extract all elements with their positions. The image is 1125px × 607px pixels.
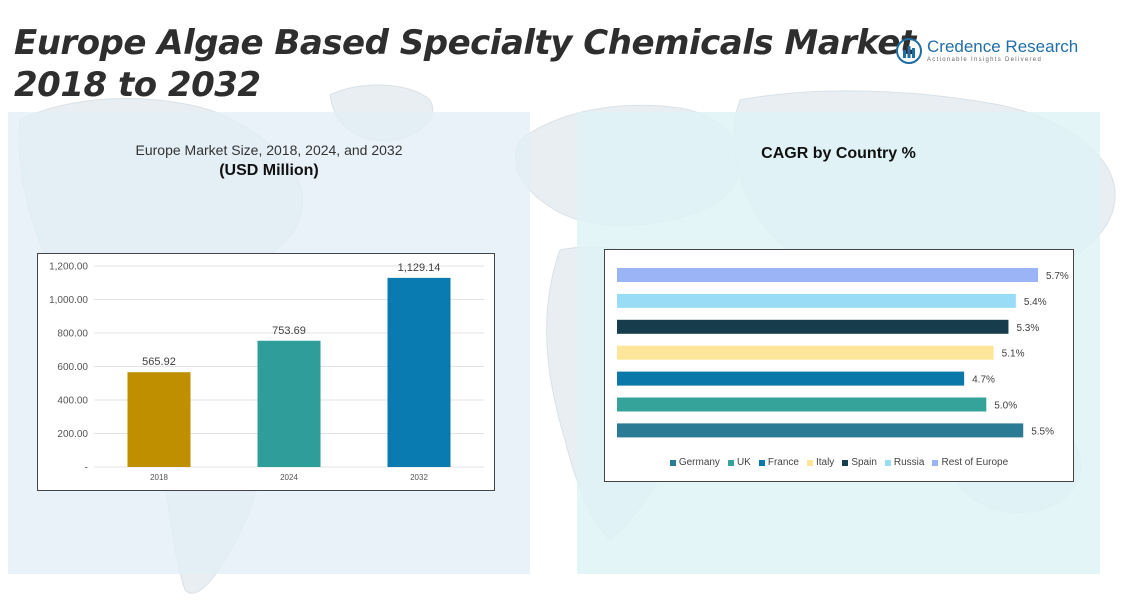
legend-item: Russia — [884, 457, 925, 468]
y-tick-label: 1,200.00 — [49, 262, 88, 273]
legend-swatch — [806, 459, 813, 466]
bar-value-label: 5.4% — [1024, 297, 1047, 308]
bar-2032 — [387, 277, 451, 467]
cagr-chart: 5.7% 5.4% 5.3% 5.1% 4.7% 5.0% 5.5% Germany UK Fr… — [604, 249, 1074, 482]
y-tick-label: 1,000.00 — [49, 295, 88, 306]
bar-uk — [617, 397, 987, 412]
legend-label: Spain — [851, 457, 877, 468]
bar-chart-logo-icon — [896, 38, 922, 64]
legend-swatch — [932, 459, 939, 466]
legend-swatch — [669, 459, 676, 466]
legend-item: Rest of Europe — [932, 457, 1008, 468]
market-size-bar-chart: - 200.00 400.00 600.00 800.00 1,000.00 1,200.0… — [49, 262, 484, 482]
page-title: Europe Algae Based Specialty Chemicals M… — [14, 22, 916, 106]
legend-item: France — [758, 457, 799, 468]
legend-label: UK — [736, 457, 751, 468]
market-size-title: Europe Market Size, 2018, 2024, and 2032 — [135, 142, 403, 158]
x-tick-label: 2024 — [280, 473, 298, 482]
legend-swatch — [727, 459, 734, 466]
bar-germany — [617, 423, 1024, 438]
legend-label: Russia — [893, 457, 925, 468]
title-line-2: 2018 to 2032 — [14, 65, 261, 105]
bar-italy — [617, 345, 994, 360]
bar-value-label: 1,129.14 — [398, 262, 441, 274]
cagr-title: CAGR by Country % — [761, 145, 916, 162]
legend-swatch — [884, 459, 891, 466]
logo-tagline: Actionable Insights Delivered — [927, 57, 1043, 63]
bar-value-label: 4.7% — [972, 375, 995, 386]
cagr-legend: Germany UK France Italy Spain Russia Rest of E… — [605, 457, 1073, 468]
bar-value-label: 565.92 — [142, 356, 176, 368]
legend-item: Spain — [842, 457, 877, 468]
bar-value-label: 5.5% — [1031, 426, 1054, 437]
legend-item: Germany — [669, 457, 720, 468]
bar-2024 — [257, 340, 321, 467]
bar-france — [617, 371, 965, 386]
legend-label: Italy — [815, 457, 835, 468]
legend-label: Germany — [678, 457, 720, 468]
legend-swatch — [842, 459, 849, 466]
title-line-1: Europe Algae Based Specialty Chemicals M… — [14, 23, 916, 63]
bar-value-label: 5.3% — [1016, 323, 1039, 334]
y-tick-label: - — [85, 463, 88, 474]
cagr-horizontal-bar-chart: 5.7% 5.4% 5.3% 5.1% 4.7% 5.0% 5.5% — [617, 268, 1069, 438]
bar-value-label: 5.1% — [1002, 349, 1025, 360]
bar-2018 — [127, 372, 191, 467]
x-tick-label: 2018 — [150, 473, 168, 482]
bar-rest-of-europe — [617, 268, 1038, 282]
bar-value-label: 5.7% — [1046, 271, 1069, 282]
market-size-unit: (USD Million) — [219, 162, 319, 179]
legend-label: Rest of Europe — [941, 457, 1009, 468]
legend-label: France — [767, 457, 799, 468]
bar-russia — [617, 293, 1016, 308]
legend-item: Italy — [806, 457, 835, 468]
logo-name: Credence Research — [927, 37, 1079, 56]
legend-swatch — [758, 459, 765, 466]
y-tick-label: 600.00 — [57, 362, 88, 373]
market-size-chart: - 200.00 400.00 600.00 800.00 1,000.00 1,200.0… — [37, 253, 495, 491]
y-tick-label: 400.00 — [57, 396, 88, 407]
x-tick-label: 2032 — [410, 473, 428, 482]
y-tick-label: 200.00 — [57, 429, 88, 440]
legend-item: UK — [727, 457, 751, 468]
y-tick-label: 800.00 — [57, 329, 88, 340]
bar-value-label: 5.0% — [994, 401, 1017, 412]
company-logo: Credence Research Actionable Insights De… — [896, 38, 1078, 64]
bar-spain — [617, 319, 1009, 334]
bar-value-label: 753.69 — [272, 325, 306, 337]
